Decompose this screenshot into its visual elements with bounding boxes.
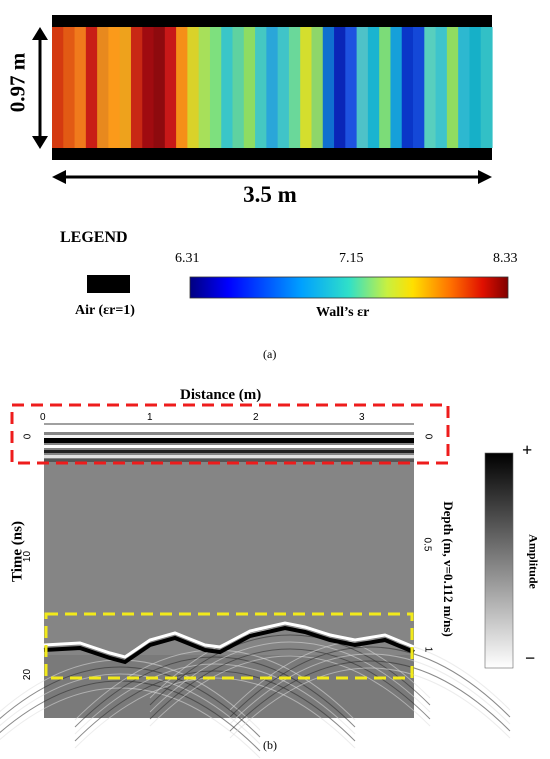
depth-tick-0: 0 <box>422 433 434 440</box>
colorbar-tick-max: 8.33 <box>493 251 518 266</box>
wall-strip <box>424 27 437 148</box>
air-swatch <box>87 275 130 293</box>
amplitude-label: Amplitude <box>526 534 541 589</box>
height-dimension-arrow <box>32 27 48 149</box>
wall-strip <box>209 27 222 148</box>
x-tick-1: 1 <box>147 412 153 423</box>
wall-strip <box>469 27 482 148</box>
wall-strip <box>435 27 448 148</box>
width-dimension-arrow <box>52 170 492 184</box>
y-tick-0: 0 <box>22 433 34 440</box>
depth-tick-05: 0.5 <box>421 537 433 552</box>
depth-tick-1: 1 <box>422 646 434 653</box>
wall-strip <box>322 27 335 148</box>
wall-strip <box>367 27 380 148</box>
wall-strip <box>334 27 346 148</box>
wall-strip <box>413 27 425 148</box>
wall-strip <box>243 27 256 148</box>
wall-strip <box>379 27 392 148</box>
wall-strip <box>198 27 211 148</box>
colorbar-tick-min: 6.31 <box>175 251 200 266</box>
bottom-highlight-box <box>44 612 414 680</box>
wall-strip <box>108 27 121 148</box>
wall-strip <box>153 27 166 148</box>
wall-strip <box>97 27 110 148</box>
x-tick-2: 2 <box>253 412 259 423</box>
wall-strip <box>266 27 279 148</box>
wall-strip <box>277 27 290 148</box>
wall-strip <box>401 27 414 148</box>
amplitude-plus: + <box>522 440 533 460</box>
wall-strip <box>63 27 76 148</box>
wall-strip <box>142 27 155 148</box>
y-tick-10: 10 <box>22 550 34 563</box>
wall-model <box>52 15 493 160</box>
wall-strip <box>176 27 188 148</box>
wall-strip <box>130 27 143 148</box>
legend-title: LEGEND <box>60 229 128 246</box>
air-label: Air (εr=1) <box>75 303 135 318</box>
wall-strip <box>458 27 471 148</box>
wall-strip <box>446 27 459 148</box>
wall-strip <box>390 27 403 148</box>
wall-strip <box>288 27 301 148</box>
x-tick-3: 3 <box>359 412 365 423</box>
air-layer-bottom <box>52 148 492 160</box>
wall-height-label: 0.97 m <box>5 52 30 113</box>
depth-axis-title: Depth (m, v=0.112 m/ns) <box>441 501 456 637</box>
permittivity-colorbar <box>189 276 509 299</box>
x-tick-0: 0 <box>40 412 46 423</box>
wall-strip <box>311 27 324 148</box>
air-layer-top <box>52 15 492 27</box>
caption-b: (b) <box>263 738 277 752</box>
wall-strip <box>85 27 98 148</box>
amplitude-minus: − <box>525 648 536 668</box>
wall-strip <box>480 27 493 148</box>
radargram <box>0 432 511 759</box>
wall-strip <box>221 27 234 148</box>
permittivity-strips <box>52 27 493 148</box>
colorbar-tick-mid: 7.15 <box>339 251 364 266</box>
wall-strip <box>232 27 245 148</box>
top-highlight-box <box>10 403 450 465</box>
colorbar-label: Wall’s εr <box>316 305 370 320</box>
wall-strip <box>119 27 132 148</box>
wall-width-label: 3.5 m <box>243 182 297 207</box>
caption-a: (a) <box>263 347 277 361</box>
y-tick-20: 20 <box>22 668 34 681</box>
x-axis-title: Distance (m) <box>180 387 262 403</box>
wall-strip <box>52 27 64 148</box>
wall-strip <box>345 27 358 148</box>
wall-strip <box>356 27 369 148</box>
wall-strip <box>74 27 87 148</box>
wall-strip <box>164 27 177 148</box>
wall-strip <box>255 27 267 148</box>
wall-strip <box>187 27 200 148</box>
wall-strip <box>300 27 313 148</box>
amplitude-colorbar <box>484 452 514 669</box>
